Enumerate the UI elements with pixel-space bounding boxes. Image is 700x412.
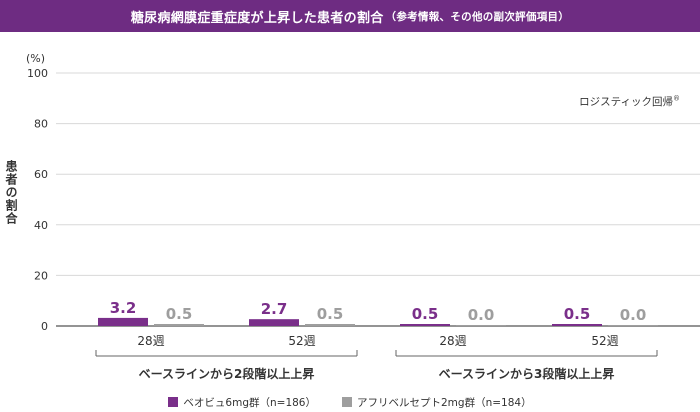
chart-title: 糖尿病網膜症重症度が上昇した患者の割合 xyxy=(130,10,384,26)
y-tick-label-100: 100 xyxy=(27,67,48,80)
group-label-1: ベースラインから3段階以上上昇 xyxy=(439,366,615,381)
y-tick-label-0: 0 xyxy=(41,320,48,333)
data-label-s0-c2: 0.5 xyxy=(412,305,439,323)
analysis-note-mark: ® xyxy=(673,94,680,103)
legend-label-aflibercept: アフリベルセプト2mg群（n=184） xyxy=(357,396,532,409)
y-tick-label-60: 60 xyxy=(34,168,48,181)
data-label-s1-c2: 0.0 xyxy=(468,306,495,324)
legend-item-beovu: ベオビュ6mg群（n=186） xyxy=(168,395,316,410)
data-label-s0-c0: 3.2 xyxy=(110,299,137,317)
x-tick-label-0-1: 52週 xyxy=(288,334,315,348)
bar-s1-c1 xyxy=(305,324,355,326)
data-label-s0-c1: 2.7 xyxy=(261,300,288,318)
chart-title-bar: 糖尿病網膜症重症度が上昇した患者の割合 （参考情報、その他の副次評価項目） xyxy=(0,0,700,32)
x-tick-label-1-0: 28週 xyxy=(439,334,466,348)
legend-swatch-beovu xyxy=(168,397,179,407)
bar-s0-c0 xyxy=(98,317,148,326)
bar-s0-c3 xyxy=(552,324,602,326)
x-tick-label-0-0: 28週 xyxy=(137,334,164,348)
legend-swatch-aflibercept xyxy=(342,397,352,407)
bar-s0-c2 xyxy=(400,324,450,326)
bar-s1-c3 xyxy=(608,325,658,326)
y-tick-label-80: 80 xyxy=(34,118,48,131)
data-label-s0-c3: 0.5 xyxy=(564,305,591,323)
group-label-0: ベースラインから2段階以上上昇 xyxy=(139,366,315,381)
bar-s1-c2 xyxy=(456,325,506,326)
x-tick-label-1-1: 52週 xyxy=(591,334,618,348)
chart-subtitle: （参考情報、その他の副次評価項目） xyxy=(385,10,570,23)
data-label-s1-c0: 0.5 xyxy=(166,305,193,323)
legend-label-beovu: ベオビュ6mg群（n=186） xyxy=(183,396,316,409)
bar-s0-c1 xyxy=(249,319,299,326)
data-label-s1-c1: 0.5 xyxy=(317,305,344,323)
y-tick-label-20: 20 xyxy=(34,269,48,282)
y-axis-unit: (%) xyxy=(26,52,46,65)
bar-s1-c0 xyxy=(154,324,204,326)
legend: ベオビュ6mg群（n=186） アフリベルセプト2mg群（n=184） xyxy=(0,394,700,410)
y-axis-label: 患者の割合 xyxy=(4,160,18,225)
data-label-s1-c3: 0.0 xyxy=(620,306,647,324)
y-tick-label-40: 40 xyxy=(34,219,48,232)
analysis-note: ロジスティック回帰® xyxy=(579,94,680,109)
legend-item-aflibercept: アフリベルセプト2mg群（n=184） xyxy=(342,395,532,410)
analysis-note-text: ロジスティック回帰 xyxy=(579,96,673,108)
